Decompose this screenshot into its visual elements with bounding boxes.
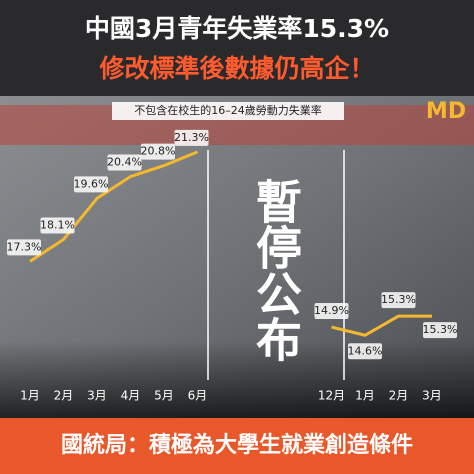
x-tick-label: 1月 — [20, 389, 40, 403]
label-bg — [40, 217, 75, 234]
value-label: 14.9% — [314, 304, 349, 317]
value-label: 20.8% — [141, 145, 176, 158]
header-band — [0, 0, 474, 96]
value-label: 17.3% — [7, 240, 42, 253]
shade — [0, 340, 474, 418]
footer-band — [0, 418, 474, 474]
x-tick-label: 3月 — [422, 389, 442, 403]
x-tick-label: 12月 — [318, 389, 345, 403]
value-label: 15.3% — [381, 293, 416, 306]
x-tick-label: 1月 — [355, 389, 375, 403]
label-bg — [348, 343, 382, 360]
x-tick-label: 3月 — [87, 389, 107, 403]
footer: 國統局：積極為大學生就業創造條件 — [61, 432, 413, 458]
annotation: 暫停公布 — [249, 178, 303, 362]
subtitle: 修改標準後數據仍高企！ — [98, 54, 374, 83]
label-bg — [107, 154, 142, 171]
value-label: 20.4% — [107, 156, 142, 169]
value-label: 15.3% — [423, 323, 458, 336]
x-tick-label: 2月 — [389, 389, 409, 403]
label-bg — [7, 239, 41, 256]
title: 中國3月青年失業率15.3% — [85, 14, 389, 43]
value-label: 19.6% — [74, 177, 109, 190]
label-bg — [174, 129, 209, 146]
label-bg — [314, 303, 349, 320]
caption-box — [112, 102, 344, 120]
value-label: 21.3% — [174, 131, 209, 144]
value-label: 14.6% — [348, 344, 383, 357]
x-tick-label: 2月 — [54, 389, 74, 403]
x-tick-label: 5月 — [154, 389, 174, 403]
logo: MD — [426, 99, 466, 124]
x-tick-label: 4月 — [121, 389, 141, 403]
x-tick-label: 6月 — [188, 389, 208, 403]
series-line — [29, 150, 432, 337]
label-bg — [381, 292, 416, 309]
label-bg — [141, 143, 175, 160]
label-bg — [423, 322, 457, 339]
value-label: 18.1% — [40, 218, 75, 231]
caption: 不包含在校生的16–24歲勞動力失業率 — [134, 103, 322, 117]
label-bg — [74, 176, 108, 193]
